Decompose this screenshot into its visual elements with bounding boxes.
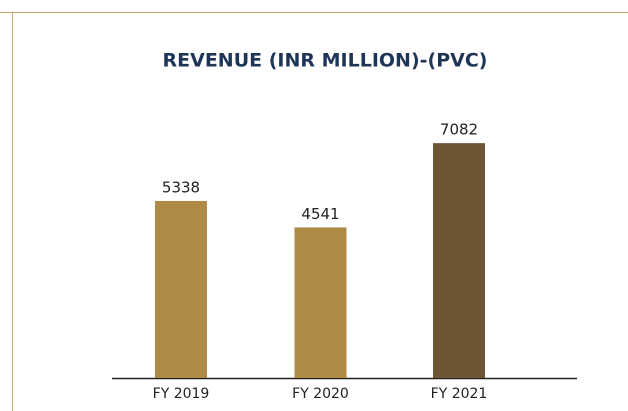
bar xyxy=(155,200,207,378)
bar xyxy=(294,227,347,378)
bar xyxy=(433,143,485,378)
x-tick-label: FY 2021 xyxy=(431,386,488,402)
x-tick-label: FY 2019 xyxy=(153,386,210,402)
data-label: 5338 xyxy=(162,178,200,196)
data-label: 7082 xyxy=(440,121,478,139)
x-tick-label: FY 2020 xyxy=(292,386,349,402)
data-label: 4541 xyxy=(301,205,339,223)
chart-title: REVENUE (INR MILLION)-(PVC) xyxy=(163,50,488,72)
